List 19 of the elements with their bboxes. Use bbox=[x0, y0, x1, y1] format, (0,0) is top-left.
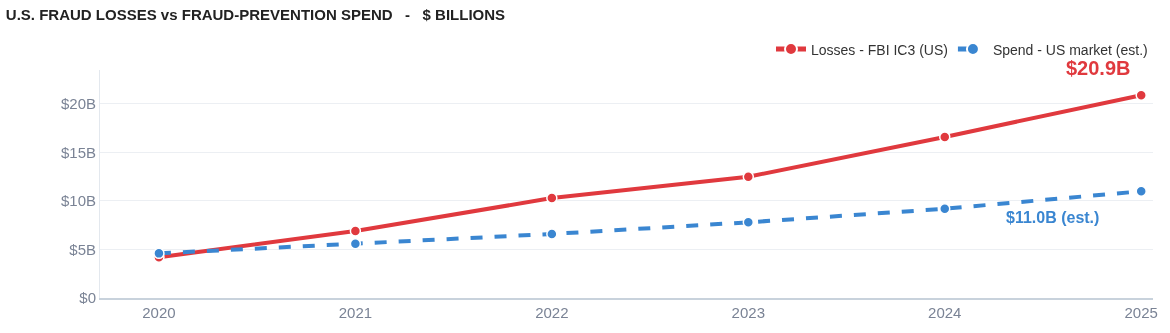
legend-label: Spend - US market (est.) bbox=[992, 41, 1148, 58]
y-tick-label: $20B bbox=[60, 95, 96, 113]
y-tick-label: $15B bbox=[60, 143, 96, 161]
y-tick-label: $10B bbox=[60, 192, 96, 210]
x-tick-label: 2021 bbox=[338, 304, 373, 321]
annotation: $11.0B (est.) bbox=[1006, 209, 1100, 226]
point bbox=[546, 192, 558, 204]
point bbox=[939, 131, 951, 143]
x-tick-label: 2020 bbox=[142, 304, 176, 321]
chart-title: U.S. FRAUD LOSSES vs FRAUD-PREVENTION SPEND - $ BILLIONS bbox=[5, 6, 506, 24]
x-tick-label: 2025 bbox=[1124, 304, 1158, 321]
x-tick-label: 2022 bbox=[535, 304, 569, 321]
x-tick-label: 2024 bbox=[928, 304, 962, 321]
point bbox=[349, 225, 362, 237]
y-tick-label: $5B bbox=[69, 240, 96, 258]
x-tick-label: 2023 bbox=[731, 304, 765, 321]
y-tick-label: $0 bbox=[79, 289, 96, 307]
annotation: $20.9B bbox=[1066, 57, 1131, 79]
legend-label: Losses - FBI IC3 (US) bbox=[811, 41, 948, 58]
